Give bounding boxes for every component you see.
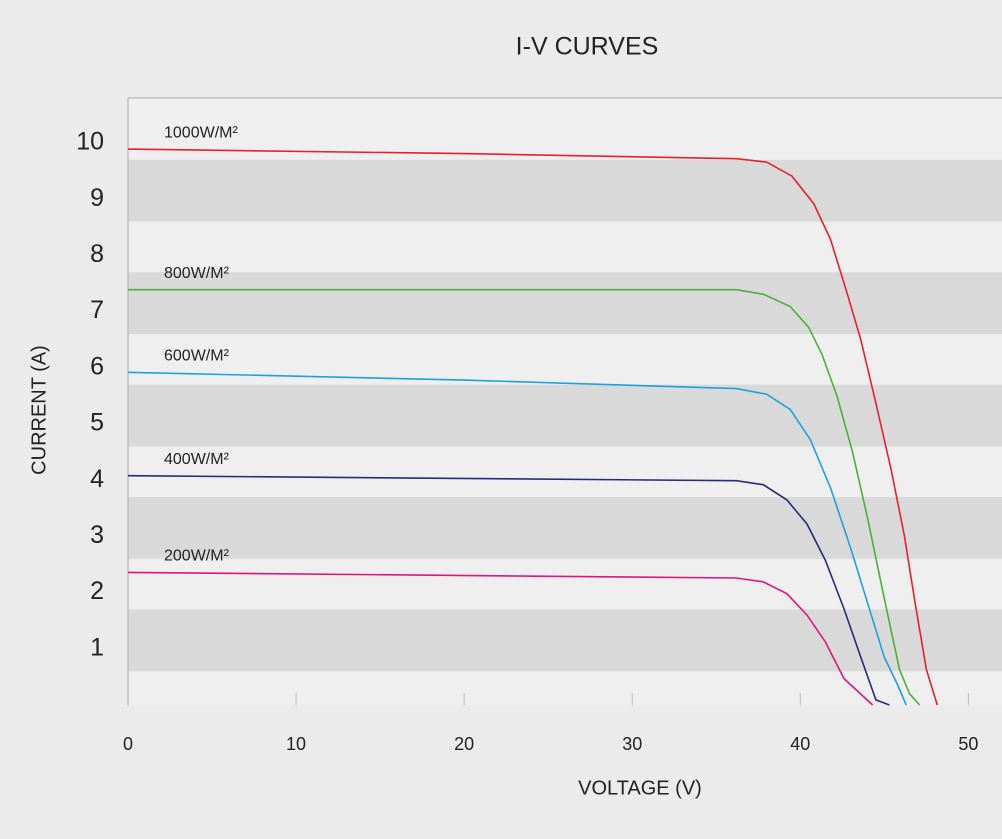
- iv-curve: [127, 371, 907, 706]
- y-tick-label: 3: [90, 521, 104, 549]
- x-tick-label: 30: [622, 734, 642, 754]
- x-tick-label: 10: [286, 734, 306, 754]
- grid-band: [128, 384, 1002, 447]
- series-label: 200W/M²: [164, 548, 230, 565]
- y-tick-label: 1: [90, 633, 104, 661]
- series-label: 1000W/M²: [164, 124, 238, 141]
- iv-curve: [128, 288, 921, 706]
- series-label: 400W/M²: [164, 451, 230, 468]
- grid-band: [128, 497, 1002, 559]
- y-tick-label: 5: [90, 409, 104, 437]
- y-tick-label: 4: [90, 465, 104, 493]
- y-tick-label: 6: [90, 352, 104, 380]
- y-tick-label: 7: [90, 296, 104, 324]
- grid-band: [128, 609, 1002, 672]
- x-tick-label: 0: [123, 734, 133, 754]
- grid-band: [128, 159, 1002, 222]
- y-tick-label: 9: [90, 184, 104, 212]
- chart-title: I-V CURVES: [516, 33, 659, 61]
- iv-curve: [127, 148, 939, 706]
- y-tick-label: 10: [76, 128, 104, 156]
- y-axis-label: CURRENT (A): [28, 345, 50, 475]
- y-tick-label: 2: [90, 577, 104, 605]
- iv-curve: [127, 474, 890, 706]
- series-label: 600W/M²: [164, 347, 230, 364]
- grid-band: [128, 272, 1002, 335]
- x-tick-label: 20: [454, 734, 474, 754]
- y-tick-label: 8: [90, 240, 104, 268]
- x-tick-label: 40: [790, 734, 810, 754]
- iv-curve: [127, 571, 874, 706]
- x-axis-label: VOLTAGE (V): [578, 777, 702, 799]
- series-label: 800W/M²: [164, 265, 230, 282]
- x-tick-label: 50: [958, 734, 978, 754]
